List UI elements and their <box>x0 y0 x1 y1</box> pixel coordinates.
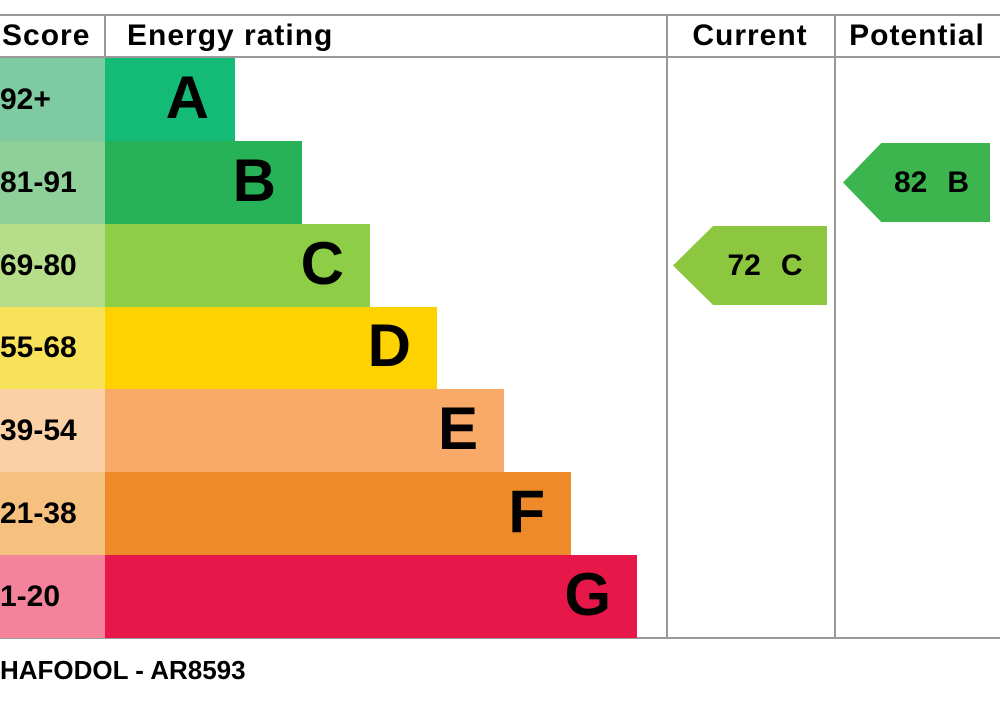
current-rating-score: 72 <box>727 248 761 282</box>
potential-rating-score: 82 <box>893 165 928 199</box>
chart-bottom-border <box>0 637 1000 639</box>
band-row-b: 81-91 B <box>0 141 667 224</box>
band-score-cell: 21-38 <box>0 472 105 555</box>
band-row-e: 39-54 E <box>0 389 667 472</box>
potential-rating-band: B <box>947 165 970 199</box>
band-score-range: 1-20 <box>0 579 61 613</box>
property-reference: HAFODOL - AR8593 <box>0 655 246 685</box>
band-letter: B <box>232 146 276 214</box>
column-header-potential: Potential <box>849 19 985 52</box>
band-score-cell: 1-20 <box>0 555 105 638</box>
band-bar: F <box>105 472 571 555</box>
column-header-energy-rating: Energy rating <box>127 19 334 52</box>
band-letter: C <box>300 229 344 297</box>
score-column-divider <box>104 14 106 58</box>
band-score-range: 55-68 <box>0 331 77 364</box>
band-row-f: 21-38 F <box>0 472 667 555</box>
band-letter: G <box>564 560 611 628</box>
current-rating-arrow: 72 C <box>673 226 827 305</box>
band-score-cell: 69-80 <box>0 224 105 307</box>
band-letter: D <box>367 312 411 380</box>
band-score-range: 81-91 <box>0 165 77 199</box>
current-column-divider <box>666 14 668 639</box>
current-rating-band: C <box>780 248 803 282</box>
band-score-range: 92+ <box>0 82 51 116</box>
band-row-d: 55-68 D <box>0 307 667 389</box>
chart-top-border <box>0 14 1000 16</box>
potential-rating-arrow: 82 B <box>843 143 990 222</box>
band-score-cell: 39-54 <box>0 389 105 472</box>
band-score-cell: 92+ <box>0 58 105 141</box>
band-score-range: 39-54 <box>0 413 77 447</box>
band-bar: E <box>105 389 504 472</box>
band-score-range: 69-80 <box>0 248 77 282</box>
band-bar: D <box>105 307 437 389</box>
column-header-current: Current <box>692 19 808 52</box>
band-row-c: 69-80 C <box>0 224 667 307</box>
band-letter: F <box>508 477 545 545</box>
header-bottom-border <box>0 56 1000 58</box>
column-header-score: Score <box>2 19 91 52</box>
band-bar: A <box>105 58 235 141</box>
band-bar: C <box>105 224 370 307</box>
band-bar: B <box>105 141 302 224</box>
band-score-range: 21-38 <box>0 496 77 530</box>
band-row-a: 92+ A <box>0 58 667 141</box>
band-bar: G <box>105 555 637 638</box>
potential-column-divider <box>834 14 836 639</box>
band-row-g: 1-20 G <box>0 555 667 638</box>
band-letter: E <box>437 394 478 462</box>
band-score-cell: 55-68 <box>0 307 105 389</box>
band-letter: A <box>165 63 209 131</box>
band-score-cell: 81-91 <box>0 141 105 224</box>
